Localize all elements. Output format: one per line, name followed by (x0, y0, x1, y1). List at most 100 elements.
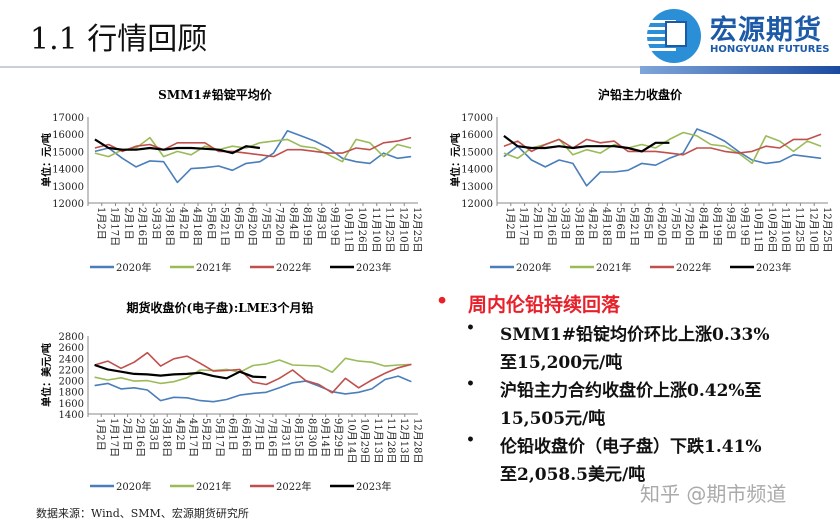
x-tick-label: 10月26日 (356, 207, 368, 252)
legend-label: 2023年 (356, 261, 391, 274)
company-logo: 宏源期货 HONGYUAN FUTURES (640, 2, 840, 68)
x-tick-label: 9月19日 (329, 207, 341, 246)
series-line-2023 (503, 135, 670, 153)
x-tick-label: 12月13日 (398, 418, 410, 463)
bullet-icon: • (466, 376, 475, 392)
y-tick-label: 12000 (52, 199, 84, 210)
summary-item-line: 沪铅主力合约收盘价上涨0.42%至 (500, 381, 762, 401)
x-tick-label: 3月18日 (573, 207, 585, 246)
legend-label: 2020年 (116, 480, 151, 493)
series-line-2021 (94, 136, 412, 163)
bullet-icon: • (466, 320, 475, 336)
x-tick-label: 6月1日 (227, 418, 239, 451)
logo-emblem-icon (646, 9, 701, 63)
chart-title: 沪铅主力收盘价 (598, 87, 683, 102)
x-tick-label: 7月16日 (266, 418, 278, 457)
x-tick-label: 10月11日 (752, 207, 764, 252)
x-tick-label: 2月16日 (545, 207, 557, 246)
x-tick-label: 7月5日 (669, 207, 681, 240)
x-tick-label: 8月19日 (711, 207, 723, 246)
x-tick-label: 4月2日 (177, 207, 189, 240)
x-tick-label: 7月20日 (274, 207, 286, 246)
series-line-2022 (503, 133, 822, 156)
y-tick-label: 2400 (59, 354, 84, 365)
x-tick-label: 3月3日 (559, 207, 571, 240)
x-tick-label: 4月17日 (187, 418, 199, 457)
x-tick-label: 1月2日 (504, 207, 516, 240)
x-tick-label: 6月16日 (240, 418, 252, 457)
bullet-icon: • (466, 432, 475, 448)
x-tick-label: 5月17日 (213, 418, 225, 457)
y-tick-label: 2600 (59, 343, 84, 354)
x-tick-label: 6月5日 (642, 207, 654, 240)
summary-heading-text: 周内伦铅持续回落 (468, 294, 621, 316)
x-tick-label: 11月13日 (372, 418, 384, 463)
logo-text-en: HONGYUAN FUTURES (710, 44, 830, 55)
x-tick-label: 8月15日 (293, 418, 305, 457)
x-tick-label: 1月2日 (95, 207, 107, 240)
x-tick-label: 8月19日 (301, 207, 313, 246)
summary-item-line: 至15,200元/吨 (500, 353, 623, 373)
x-tick-label: 10月29日 (359, 418, 371, 463)
x-tick-label: 4月2日 (174, 418, 186, 451)
y-tick-label: 1400 (59, 410, 84, 421)
page-title: 1.1 行情回顾 (30, 22, 208, 57)
chart-title: SMM1#铅锭平均价 (158, 87, 273, 102)
y-tick-label: 1600 (59, 399, 84, 410)
x-tick-label: 12月25日 (821, 207, 833, 252)
x-tick-label: 3月3日 (147, 418, 159, 451)
y-tick-label: 2200 (59, 365, 84, 376)
y-tick-label: 17000 (52, 113, 84, 124)
x-tick-label: 9月29日 (332, 418, 344, 457)
y-tick-label: 17000 (461, 113, 493, 124)
y-tick-label: 15000 (52, 147, 84, 158)
y-tick-label: 12000 (461, 199, 493, 210)
x-tick-label: 1月17日 (108, 418, 120, 457)
chart-title: 期货收盘价(电子盘):LME3个月铅 (126, 300, 313, 315)
x-tick-label: 3月3日 (150, 207, 162, 240)
legend-label: 2023年 (356, 480, 391, 493)
x-tick-label: 2月16日 (136, 207, 148, 246)
y-tick-label: 15000 (461, 147, 493, 158)
bullet-icon: • (436, 290, 449, 312)
y-axis-label: 单位：元/吨 (449, 133, 462, 187)
x-tick-label: 8月4日 (287, 207, 299, 240)
x-tick-label: 5月2日 (200, 418, 212, 451)
x-tick-label: 11月10日 (370, 207, 382, 252)
y-tick-label: 2800 (59, 332, 84, 343)
x-tick-label: 5月6日 (614, 207, 626, 240)
legend-label: 2022年 (276, 480, 311, 493)
x-tick-label: 9月14日 (319, 418, 331, 457)
data-source-note: 数据来源：Wind、SMM、宏源期货研究所 (36, 507, 249, 520)
x-tick-label: 5月21日 (628, 207, 640, 246)
x-tick-label: 4月18日 (191, 207, 203, 246)
x-tick-label: 12月28日 (411, 418, 423, 463)
x-tick-label: 2月1日 (121, 418, 133, 451)
x-tick-label: 4月18日 (600, 207, 612, 246)
x-tick-label: 9月3日 (725, 207, 737, 240)
x-tick-label: 11月28日 (385, 418, 397, 463)
x-tick-label: 7月31日 (279, 418, 291, 457)
x-tick-label: 9月3日 (315, 207, 327, 240)
y-tick-label: 13000 (461, 182, 493, 193)
x-tick-label: 1月17日 (109, 207, 121, 246)
x-tick-label: 7月1日 (253, 418, 265, 451)
series-line-2023 (94, 363, 267, 380)
legend-label: 2021年 (196, 480, 231, 493)
x-tick-label: 6月5日 (232, 207, 244, 240)
smm-lead-price-chart: SMM1#铅锭平均价 12000 13000 14000 15000 16000 17000… (40, 87, 423, 274)
x-tick-label: 3月18日 (164, 207, 176, 246)
logo-text-cn: 宏源期货 (710, 15, 822, 46)
x-tick-label: 7月5日 (260, 207, 272, 240)
x-tick-label: 3月18日 (161, 418, 173, 457)
x-tick-label: 11月10日 (780, 207, 792, 252)
legend-label: 2020年 (516, 261, 551, 274)
header-accent-bar (640, 66, 840, 74)
legend-label: 2020年 (116, 261, 151, 274)
x-tick-label: 2月1日 (122, 207, 134, 240)
legend-label: 2022年 (676, 261, 711, 274)
x-tick-label: 6月20日 (656, 207, 668, 246)
y-tick-label: 16000 (52, 130, 84, 141)
x-tick-label: 11月25日 (794, 207, 806, 252)
x-tick-label: 1月2日 (95, 418, 107, 451)
